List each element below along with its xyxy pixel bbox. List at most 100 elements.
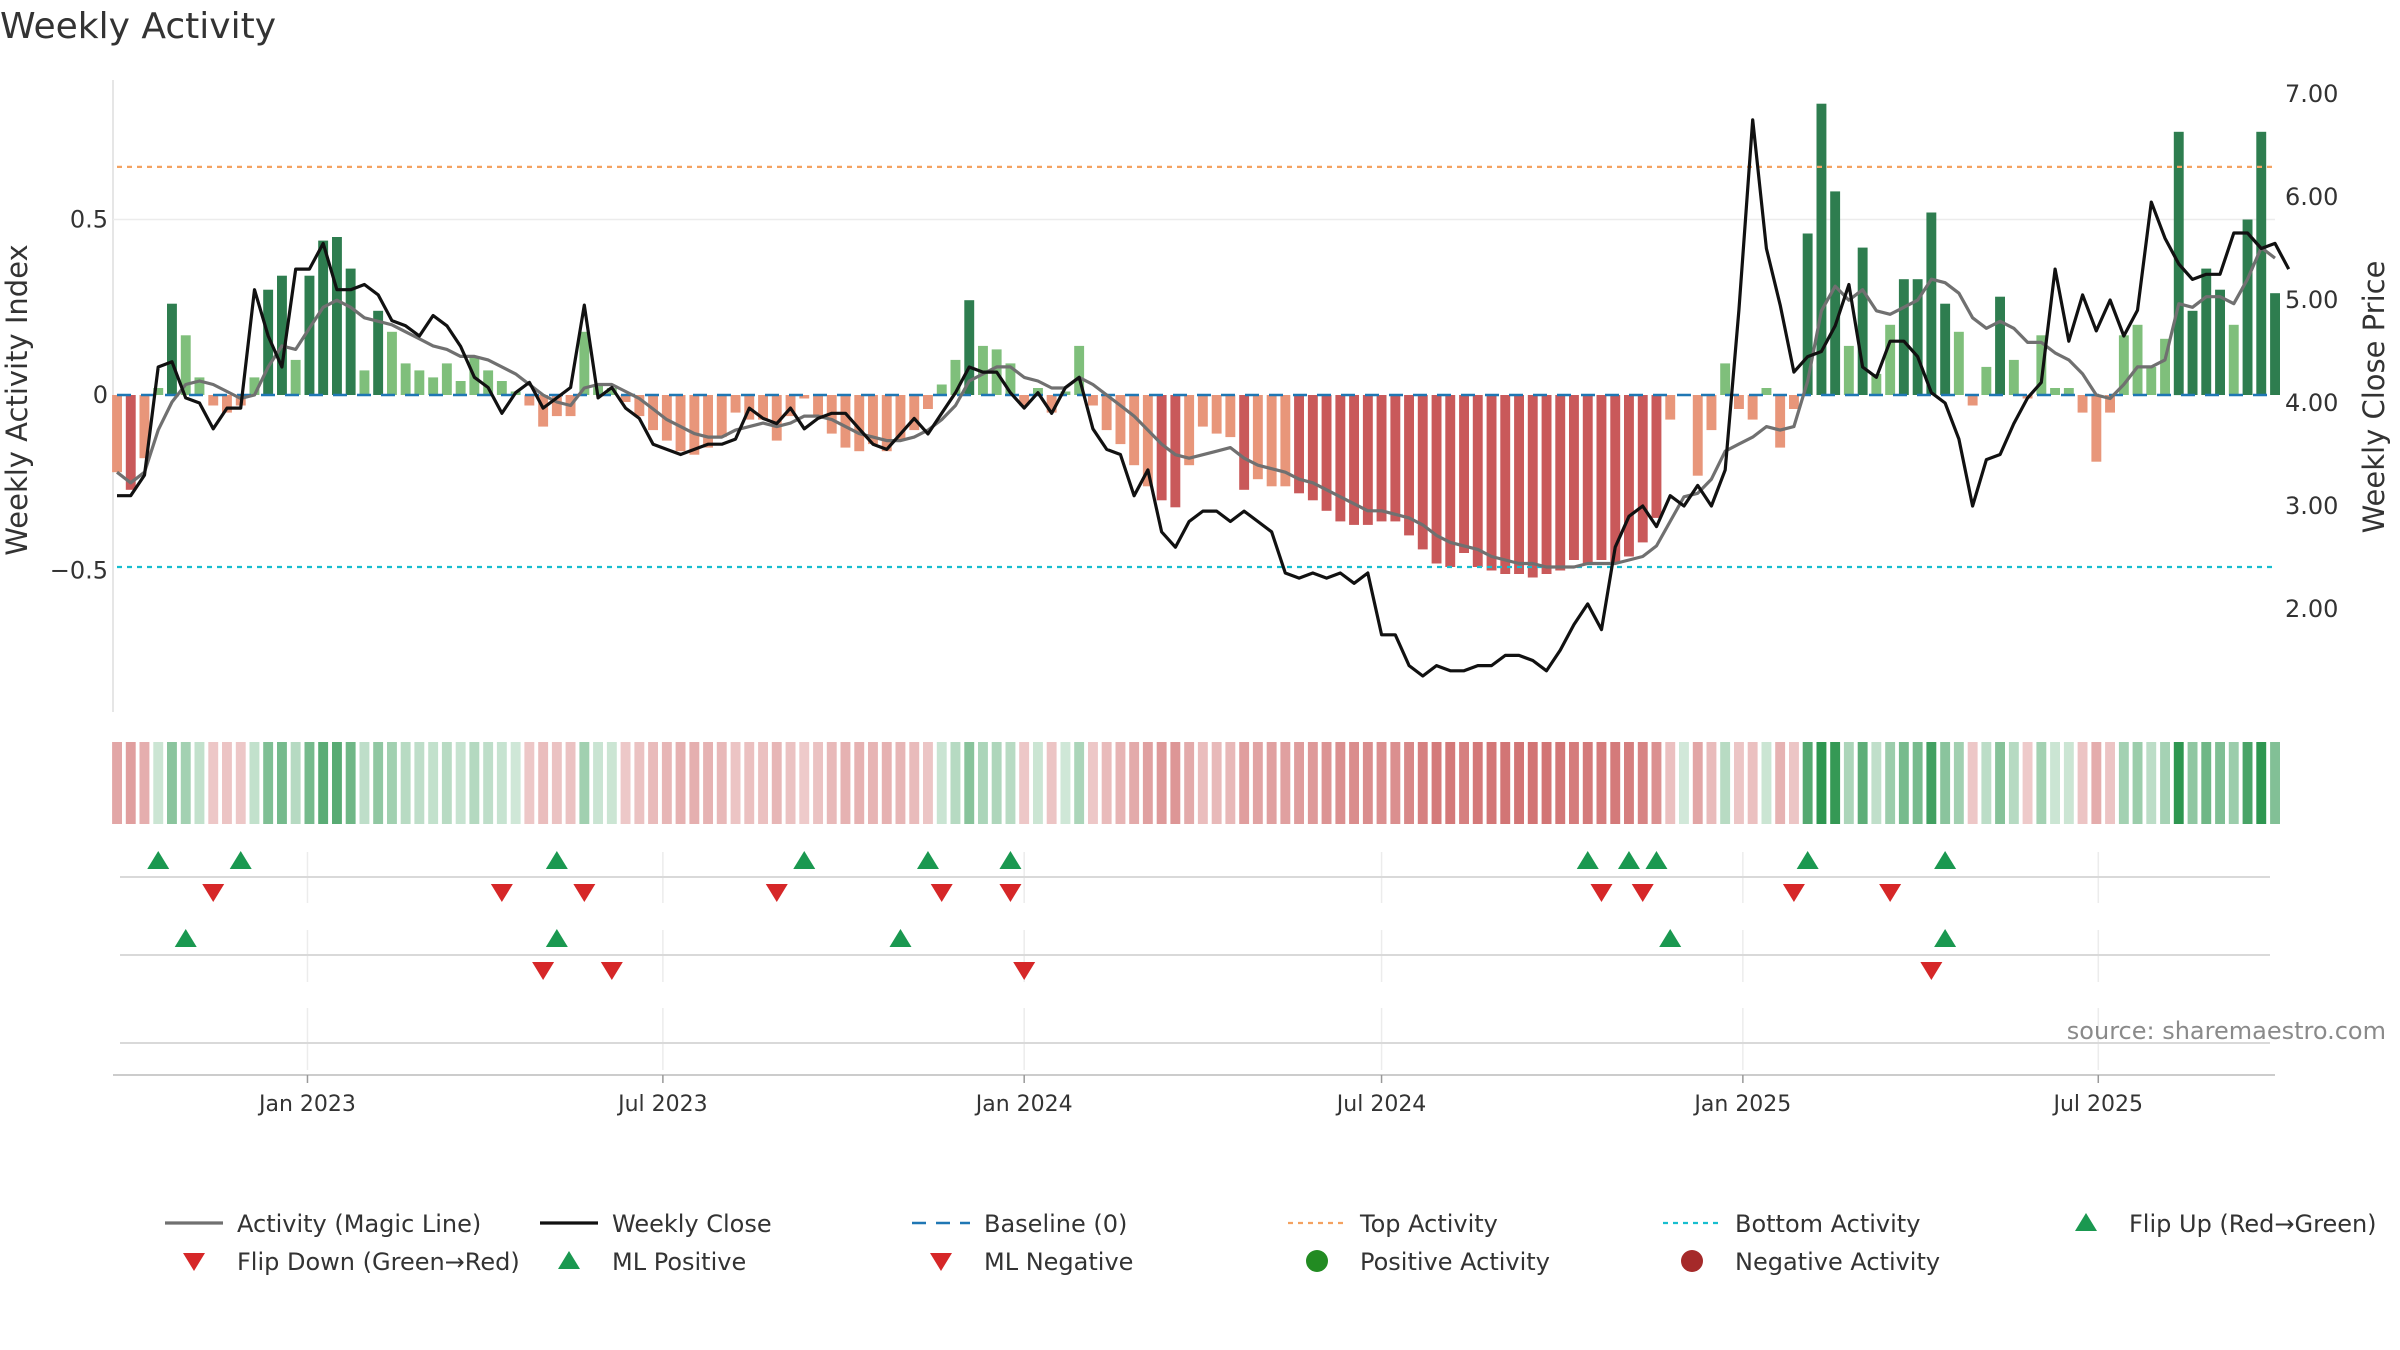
legend-label: Flip Up (Red→Green) [2129,1210,2377,1238]
activity-bar [1610,395,1621,564]
activity-bar [771,395,782,441]
activity-bar [1280,395,1291,487]
activity-bar [1981,366,1992,395]
activity-bar [304,275,315,395]
flip-down-marker [999,884,1022,902]
ml-positive-marker [889,929,912,947]
x-tick-label: Jul 2023 [616,1092,708,1117]
activity-bar [1747,395,1758,420]
activity-bar [2201,268,2212,395]
strip-cell [1596,742,1607,824]
x-tick-label: Jan 2023 [257,1092,356,1117]
activity-bar [1857,247,1868,395]
activity-bar [1156,395,1167,501]
activity-bar [2036,335,2047,395]
activity-bar [2228,324,2239,395]
activity-bar [1211,395,1222,434]
strip-cell [950,742,961,824]
strip-cell [1706,742,1717,824]
strip-cell [180,742,191,824]
strip-cell [1280,742,1291,824]
x-axis: Jan 2023 Jul 2023 Jan 2024 Jul 2024 Jan 2025… [113,1074,2275,1117]
activity-bar [1967,395,1978,406]
strip-cell [1830,742,1841,824]
activity-bar [620,395,631,402]
activity-bar [1555,395,1566,571]
strip-cell [400,742,411,824]
activity-bar [208,395,219,406]
strip-cell [2132,742,2143,824]
strip-cell [263,742,274,824]
chart-title: Weekly Activity [0,6,276,47]
strip-cell [483,742,494,824]
strip-cell [1843,742,1854,824]
activity-bar [1459,395,1469,553]
activity-bar [2008,359,2019,395]
activity-bar [1417,395,1428,550]
activity-bar [1060,391,1071,395]
activity-bar [1307,395,1318,501]
strip-cell [496,742,507,824]
strip-cell [167,742,177,824]
y-right-tick-label: 2.00 [2285,595,2338,623]
x-tick-label: Jan 2024 [974,1092,1073,1117]
strip-cell [112,742,122,824]
strip-cell [2173,742,2184,824]
activity-bar [1596,395,1607,560]
strip-cell [2146,742,2157,824]
strip-cell [1995,742,2005,824]
flip-up-marker [1934,851,1957,869]
strip-cell [1871,742,1882,824]
strip-cell [978,742,988,824]
strip-cell [964,742,975,824]
strip-cell [2063,742,2074,824]
strip-cell [1170,742,1181,824]
strip-cell [1500,742,1511,824]
strip-cell [1376,742,1387,824]
activity-bar [332,237,342,395]
flip-up-marker [545,851,568,869]
activity-bar [1651,395,1662,518]
strip-cell [1019,742,1030,824]
activity-bar [2077,395,2088,413]
strip-cell [441,742,452,824]
y-axis-left-label: Weekly Activity Index [0,244,34,555]
flip-up-marker [1617,851,1640,869]
strip-cell [1720,742,1731,824]
flip-down-marker [1590,884,1613,902]
activity-bar [1252,395,1263,480]
ml-positive-marker [1659,929,1682,947]
strip-cell [2036,742,2047,824]
activity-bar [290,359,301,395]
activity-bar [414,370,425,395]
strip-cell [785,742,796,824]
strip-cell [318,742,329,824]
strip-cell [1101,742,1112,824]
legend-triangle-down-icon [930,1253,952,1271]
strip-cell [2160,742,2170,824]
strip-cell [1679,742,1689,824]
strip-cell [565,742,576,824]
y-right-tick-label: 7.00 [2285,80,2338,108]
strip-cell [538,742,549,824]
activity-bar [318,240,329,395]
activity-bar [1046,395,1057,413]
y-left-tick-label: 0.5 [70,206,108,234]
strip-cell [1761,742,1772,824]
activity-bar [2091,395,2102,462]
strip-cell [387,742,397,824]
activity-bar [1885,324,1896,395]
activity-bar [1665,395,1676,420]
y-right-tick-label: 6.00 [2285,183,2338,211]
activity-bar [2215,289,2225,395]
activity-bar [813,395,823,417]
activity-bar [1871,373,1882,395]
strip-cell [1775,742,1786,824]
strip-cell [689,742,700,824]
activity-bar [400,363,411,395]
strip-cell [1514,742,1524,824]
strip-cell [895,742,906,824]
strip-cell [125,742,136,824]
strip-cell [1459,742,1469,824]
strip-cell [2105,742,2115,824]
